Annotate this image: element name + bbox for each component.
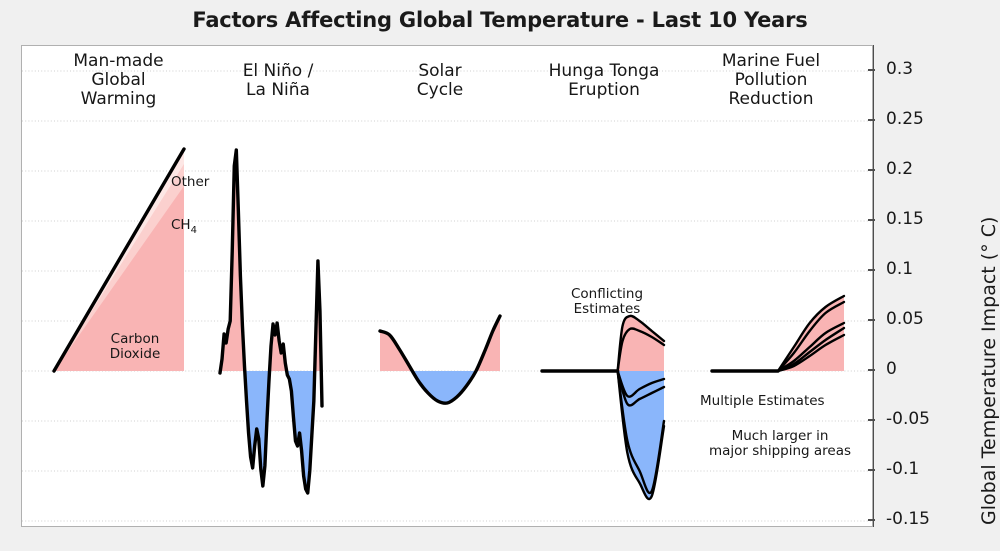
el-nino-line: [218, 148, 324, 495]
marine-fuel-estimate-5: [776, 333, 846, 373]
panel-man-made-global-warming: [52, 147, 186, 373]
el-nino-positive-fill: [220, 150, 322, 371]
y-axis-tick-mark: [868, 169, 875, 171]
hunga-tonga-estimate-mid-negative: [616, 369, 666, 407]
solar-cycle-positive-fill: [380, 316, 500, 371]
y-axis-tick-label: 0.05: [886, 309, 924, 329]
hunga-tonga-estimate-slight-negative: [616, 369, 666, 398]
y-axis-tick-label: -0.05: [886, 409, 930, 429]
man-made-warming-line: [52, 147, 186, 373]
marine-fuel-estimate-1: [776, 294, 846, 373]
hunga-tonga-negative-fill: [617, 371, 664, 499]
panel-marine-fuel-pollution-reduction: [710, 294, 846, 373]
chart-plot-svg: [22, 70, 872, 522]
el-nino-negative-fill: [220, 371, 322, 493]
y-axis-tick-mark: [868, 419, 875, 421]
y-axis-tick-label: 0.2: [886, 159, 914, 179]
y-axis-tick-label: 0.25: [886, 109, 924, 129]
wedge-carbon-dioxide: [54, 186, 184, 371]
y-axis-spine: [873, 45, 875, 527]
y-axis-tick-mark: [868, 319, 875, 321]
y-axis-tick-label: 0.1: [886, 259, 914, 279]
panel-el-nino-la-nina: [218, 148, 324, 495]
y-axis-tick-mark: [868, 469, 875, 471]
y-axis-tick-label: 0: [886, 359, 897, 379]
y-axis-tick-mark: [868, 119, 875, 121]
y-axis-tick-mark: [868, 369, 875, 371]
solar-cycle-line: [378, 314, 502, 405]
y-axis-label: Global Temperature Impact (° C): [978, 216, 1000, 525]
marine-fuel-estimate-4: [776, 326, 846, 373]
y-axis-tick-mark: [868, 219, 875, 221]
marine-fuel-estimate-3: [776, 321, 846, 373]
y-axis-tick-label: 0.15: [886, 209, 924, 229]
hunga-tonga-estimate-high: [616, 314, 666, 373]
y-axis-tick-mark: [868, 69, 875, 71]
marine-fuel-estimate-2: [776, 300, 846, 373]
panel-hunga-tonga-eruption: [540, 314, 666, 501]
y-axis-tick-label: -0.15: [886, 509, 930, 529]
hunga-tonga-estimate-mid-high: [616, 327, 666, 373]
hunga-tonga-estimate-lowest: [616, 369, 666, 501]
y-axis-tick-label: -0.1: [886, 459, 920, 479]
plot-area: [21, 45, 873, 527]
y-axis-tick-mark: [868, 269, 875, 271]
y-axis-tick-mark: [868, 519, 875, 521]
y-axis-tick-label: 0.3: [886, 59, 914, 79]
panel-solar-cycle: [378, 314, 502, 405]
chart-title: Factors Affecting Global Temperature - L…: [192, 8, 808, 32]
